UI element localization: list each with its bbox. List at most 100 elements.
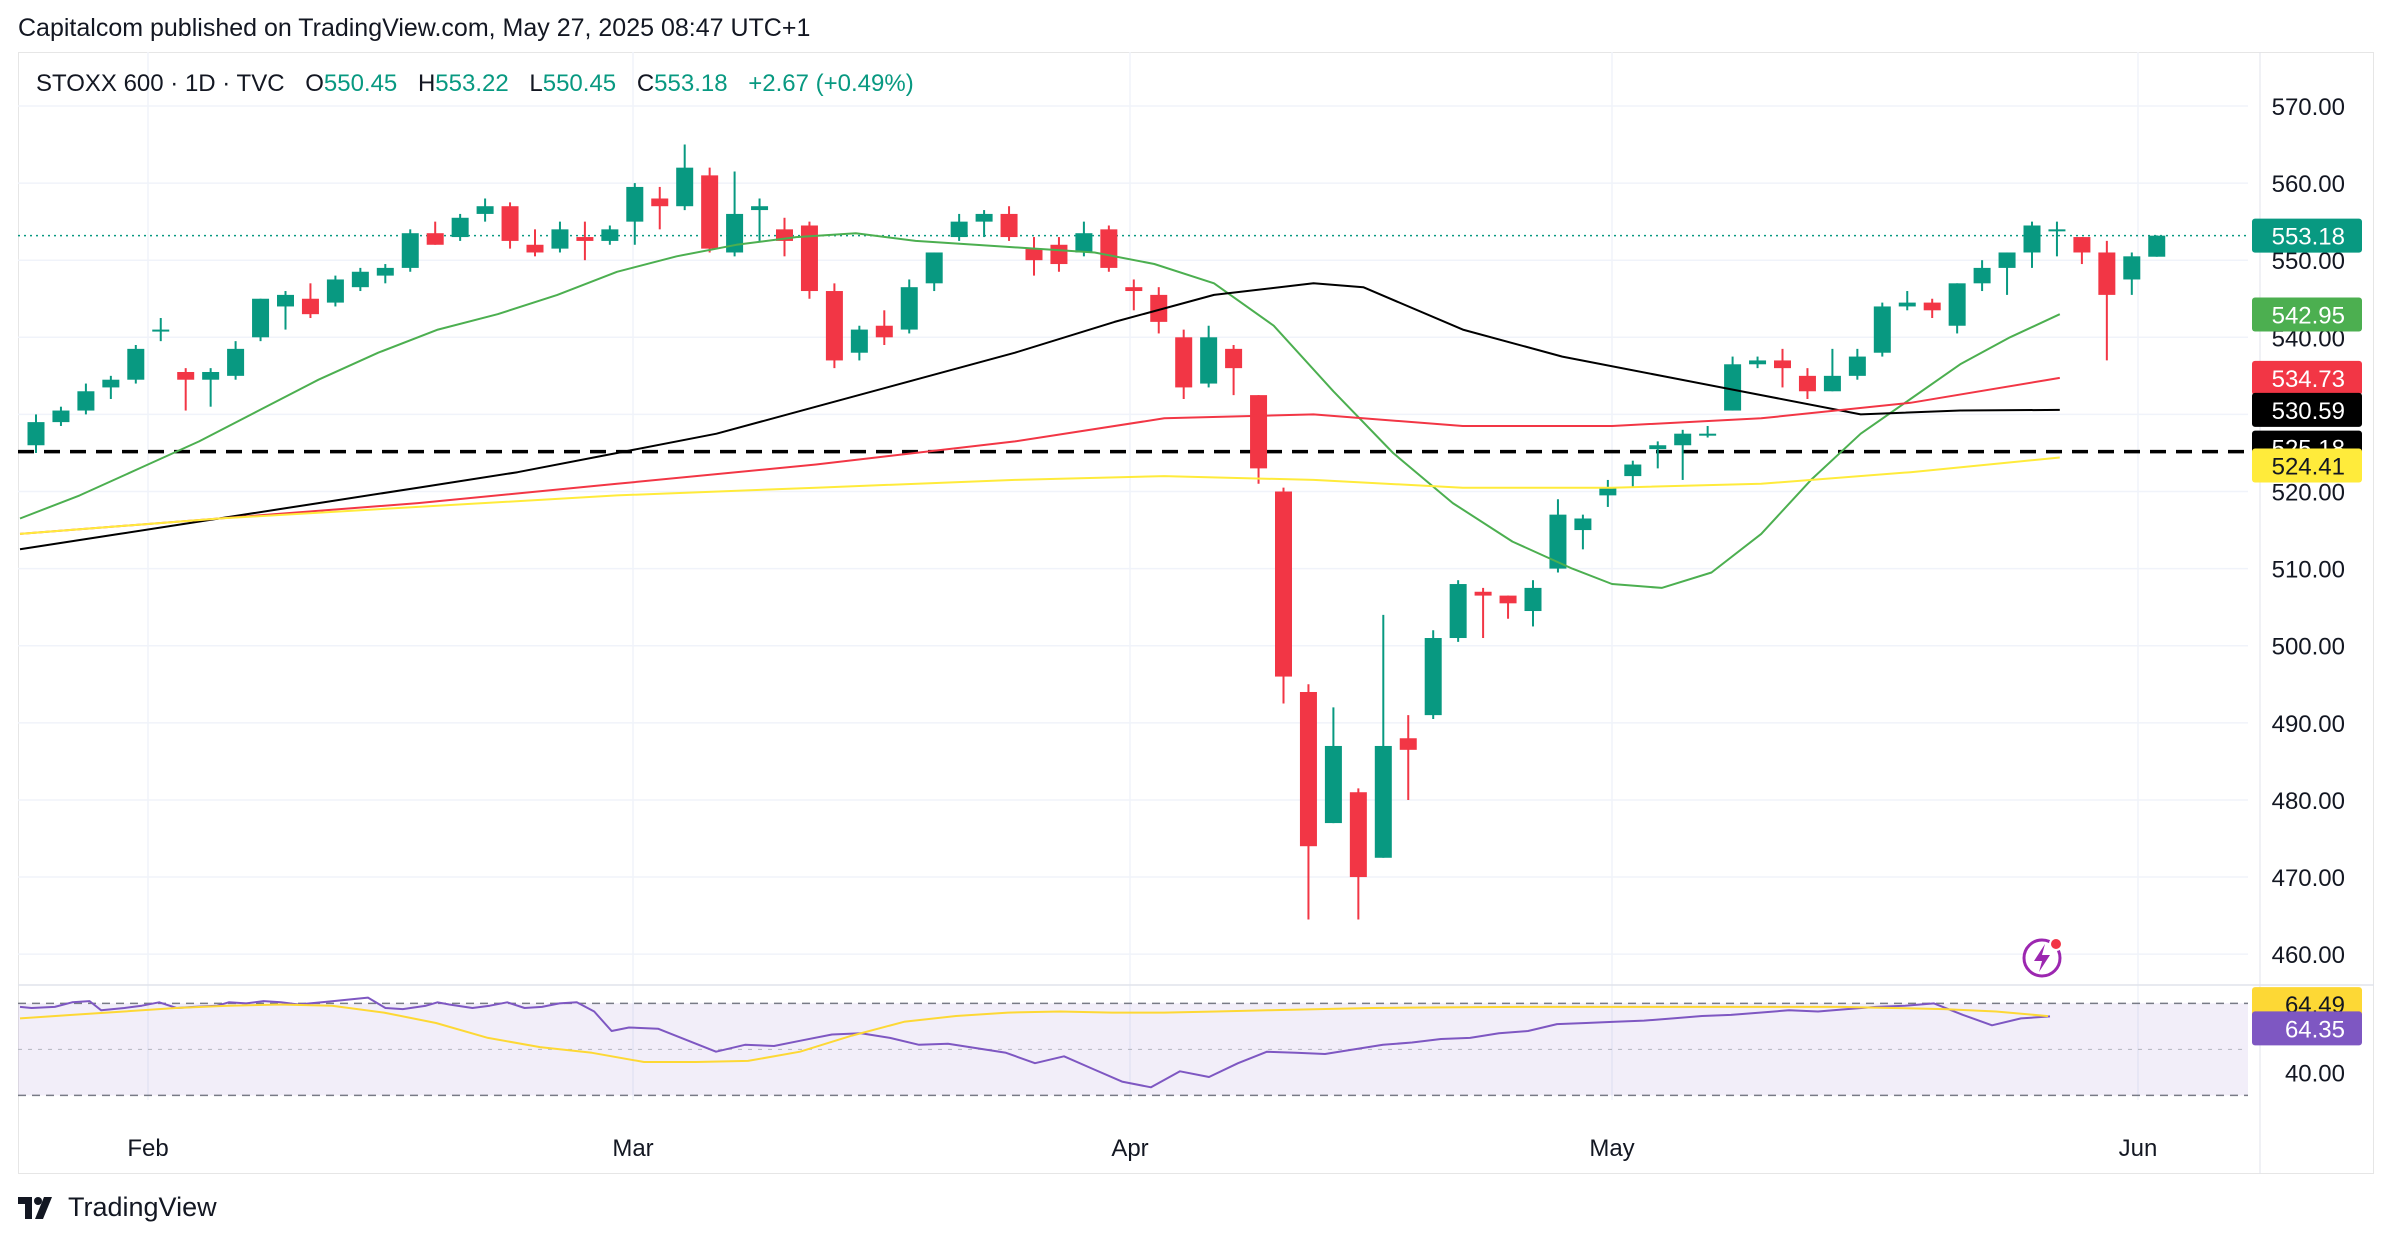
candle-body [1075,233,1093,253]
candle-body [127,348,145,380]
candle-body [426,233,444,245]
candle-body [1848,356,1866,376]
candle-body [651,198,669,207]
candle-body [875,325,893,338]
candle-body [1674,433,1692,446]
candle-body [2073,237,2091,253]
y-tick-label: 470.00 [2272,865,2345,892]
candle-body [701,175,719,249]
price-tag: 542.95 [2252,297,2362,332]
candle-body [177,371,195,380]
x-tick-label: May [1589,1135,1634,1162]
candle-body [1474,591,1492,596]
candle-body [1150,294,1168,322]
price-tag-bg [2252,218,2362,253]
legend-low: 550.45 [542,70,617,97]
candle-body [77,391,95,411]
candle-body [526,244,544,253]
symbol-legend: STOXX 600 · 1D · TVC O550.45 H553.22 L55… [36,70,914,98]
x-tick-label: Mar [612,1135,653,1162]
legend-close: 553.18 [654,70,728,97]
price-tag-text: 530.59 [2272,398,2345,425]
price-tag-text: 64.35 [2285,1016,2345,1043]
x-tick-label: Apr [1111,1135,1148,1162]
y-tick-label: 460.00 [2272,942,2345,969]
price-tag-bg [2252,297,2362,332]
price-tag-text: 524.41 [2272,454,2345,481]
candle-body [1973,267,1991,284]
price-tag-text: 534.73 [2272,366,2345,393]
candles [27,144,2166,920]
candle-body [2148,235,2166,257]
legend-high-label: H [417,70,436,97]
candle-body [2048,229,2066,232]
moving-average-line-0 [19,232,2061,589]
candle-body [1774,360,1791,369]
candle-body [1100,229,1118,268]
y-tick-label: 500.00 [2272,634,2345,661]
candle-body [1998,252,2016,268]
candle-body [1349,792,1367,878]
candle-body [227,348,245,376]
candle-body [1948,283,1966,326]
candle-body [1798,375,1816,392]
candle-body [351,271,369,288]
candle-body [576,237,594,241]
candle-body [1125,287,1143,292]
x-tick-label: Feb [127,1135,168,1162]
candle-body [1898,302,1916,307]
candle-body [2098,252,2116,295]
candle-body [1299,691,1317,847]
legend-low-label: L [529,70,543,97]
candle-body [1649,445,1667,450]
candle-body [850,329,868,353]
publisher-note: Capitalcom published on TradingView.com,… [18,14,811,42]
candle-body [900,287,918,330]
candle-body [301,298,319,315]
price-tag: 524.41 [2252,448,2362,483]
price-tag: 534.73 [2252,360,2362,395]
candle-body [277,294,294,307]
candle-body [1873,306,1891,353]
candle-body [1324,745,1342,824]
candle-body [1050,244,1068,265]
footer[interactable]: TradingView [18,1192,217,1223]
rsi-lines [19,996,2051,1089]
candle-body [751,206,769,211]
candle-body [2123,256,2141,280]
candle-body [601,229,619,241]
candle-body [1599,487,1617,496]
legend-change: +2.67 (+0.49%) [748,70,914,97]
candle-body [726,213,744,253]
y-tick-label: 570.00 [2272,94,2345,121]
candle-body [252,298,270,338]
candle-body [2023,225,2041,253]
tradingview-logo-icon [18,1196,52,1219]
candle-body [1549,514,1567,569]
y-tick-label: 480.00 [2272,788,2345,815]
candle-body [1000,213,1018,238]
candle-body [152,329,170,332]
candle-body [1724,364,1742,411]
candle-body [27,422,45,446]
candle-body [1250,395,1268,469]
candle-body [401,233,419,268]
candle-body [676,167,694,207]
moving-average-lines [19,232,2061,589]
price-tag-bg [2252,1011,2362,1046]
candle-body [551,229,569,249]
price-tag-bg [2252,360,2362,395]
candle-body [1749,360,1767,365]
candle-body [1699,433,1717,436]
flash-icon[interactable] [2022,937,2063,978]
candle-body [501,206,519,241]
candle-body [1374,745,1392,858]
price-tag-text: 542.95 [2272,303,2345,330]
candle-body [1823,375,1841,392]
candle-body [1923,302,1941,311]
candle-body [202,371,220,380]
price-tag-bg [2252,392,2362,427]
candle-body [1275,491,1292,677]
candle-body [451,217,469,238]
